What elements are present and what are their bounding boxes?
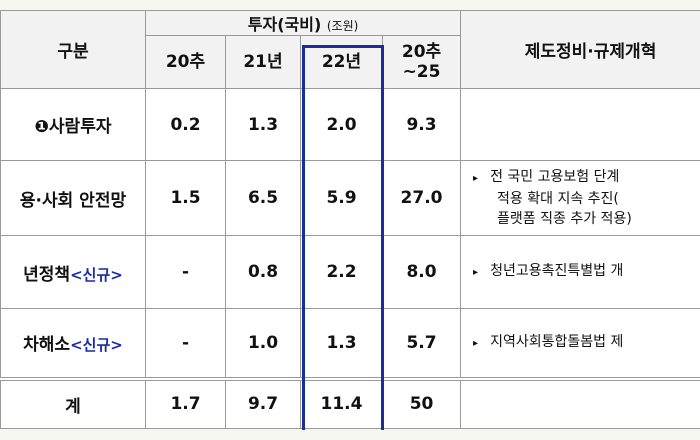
- column-header: 21년: [225, 35, 301, 89]
- header-row: 20추 21년 22년 20추 ~25: [1, 35, 700, 89]
- value-cell: 2.0: [300, 88, 383, 161]
- label-text: 용·사회 안전망: [19, 190, 127, 211]
- value-cell: 1.3: [300, 308, 383, 379]
- value-cell: 27.0: [381, 160, 462, 236]
- value-cell: 9.3: [381, 88, 462, 161]
- table-wrap: 구분 투자(국비) (조원) 제도정비·규제개혁 20추 21년 22년 20추 ~2…: [0, 10, 700, 430]
- note-text: 적용 확대 지속 추진(: [497, 191, 619, 207]
- note-cell: ▸ 청년고용촉진특별법 개: [460, 235, 700, 309]
- note-line: ▸ 청년고용촉진특별법 개: [473, 261, 700, 283]
- row-label: ❶사람투자: [0, 88, 146, 161]
- group-title: 투자(국비): [247, 15, 322, 34]
- header-left: 구분: [0, 10, 146, 89]
- header-right: 제도정비·규제개혁: [460, 10, 700, 89]
- label-text: 차해소: [23, 335, 71, 356]
- row-label: 차해소<신규>: [0, 308, 146, 379]
- note-cell: [460, 88, 700, 161]
- bullet: ▸: [473, 337, 479, 349]
- value-cell: 1.5: [145, 160, 226, 236]
- bullet: ▸: [473, 267, 479, 278]
- group-unit: (조원): [326, 19, 359, 33]
- header-group: 투자(국비) (조원): [144, 10, 462, 36]
- value-cell: 2.2: [300, 235, 383, 309]
- note-cell: ▸ 지역사회통합돌봄법 제: [460, 308, 700, 379]
- column-header: 22년: [300, 35, 383, 89]
- column-header: 20추: [145, 35, 226, 89]
- total-note: [460, 376, 700, 429]
- label-tag: <신규>: [70, 265, 123, 284]
- value-cell: 1.3: [225, 88, 301, 161]
- value-cell: 8.0: [381, 235, 462, 309]
- row: ❶사람투자 0.2 1.3 2.0 9.3: [0, 88, 700, 161]
- value-cell: 5.7: [381, 308, 462, 379]
- note-line: ▸ 전 국민 고용보험 단계: [473, 167, 700, 189]
- row: 차해소<신규> -1.0 1.3 5.7 ▸ 지역사회통합돌봄법 제: [0, 308, 700, 379]
- note-text: 청년고용촉진특별법 개: [490, 263, 624, 279]
- table-body: ❶사람투자 0.2 1.3 2.0 9.3 용·사회 안전망 1.5 6.5 5.9 27.0 ▸ 전…: [0, 88, 700, 429]
- row-label: 용·사회 안전망: [0, 160, 146, 236]
- row: 년정책<신규> -0.8 2.2 8.0 ▸ 청년고용촉진특별법 개: [0, 235, 700, 309]
- label-text: 년정책: [23, 264, 71, 285]
- note-line: 플랫폼 직종 추가 적용): [473, 209, 700, 229]
- total-value: 1.7: [145, 376, 226, 429]
- table: 구분 투자(국비) (조원) 제도정비·규제개혁 20추 21년 22년 20추 ~2…: [0, 10, 700, 429]
- value-cell: 1.0: [225, 308, 301, 379]
- row-label: 년정책<신규>: [0, 235, 146, 309]
- value-cell: -: [145, 308, 226, 379]
- label-text: ❶사람투자: [34, 117, 112, 137]
- total-value: 11.4: [300, 376, 383, 429]
- note-text: 전 국민 고용보험 단계: [490, 169, 620, 185]
- value-cell: -: [145, 235, 226, 309]
- value-cell: 0.2: [145, 88, 226, 161]
- bullet: ▸: [473, 173, 479, 184]
- total-row: 계 1.7 9.7 11.4 50: [0, 376, 700, 429]
- total-value: 9.7: [225, 376, 301, 429]
- value-cell: 0.8: [225, 235, 301, 309]
- total-value: 50: [381, 376, 462, 429]
- value-cell: 6.5: [225, 160, 301, 236]
- note-text: 플랫폼 직종 추가 적용): [497, 211, 632, 227]
- total-label: 계: [0, 376, 146, 429]
- column-header: 20추 ~25: [381, 35, 462, 89]
- note-text: 지역사회통합돌봄법 제: [490, 333, 624, 350]
- value-cell: 5.9: [300, 160, 383, 236]
- note-line: 적용 확대 지속 추진(: [473, 189, 700, 209]
- note-line: ▸ 지역사회통합돌봄법 제: [473, 332, 700, 354]
- label-tag: <신규>: [70, 336, 123, 355]
